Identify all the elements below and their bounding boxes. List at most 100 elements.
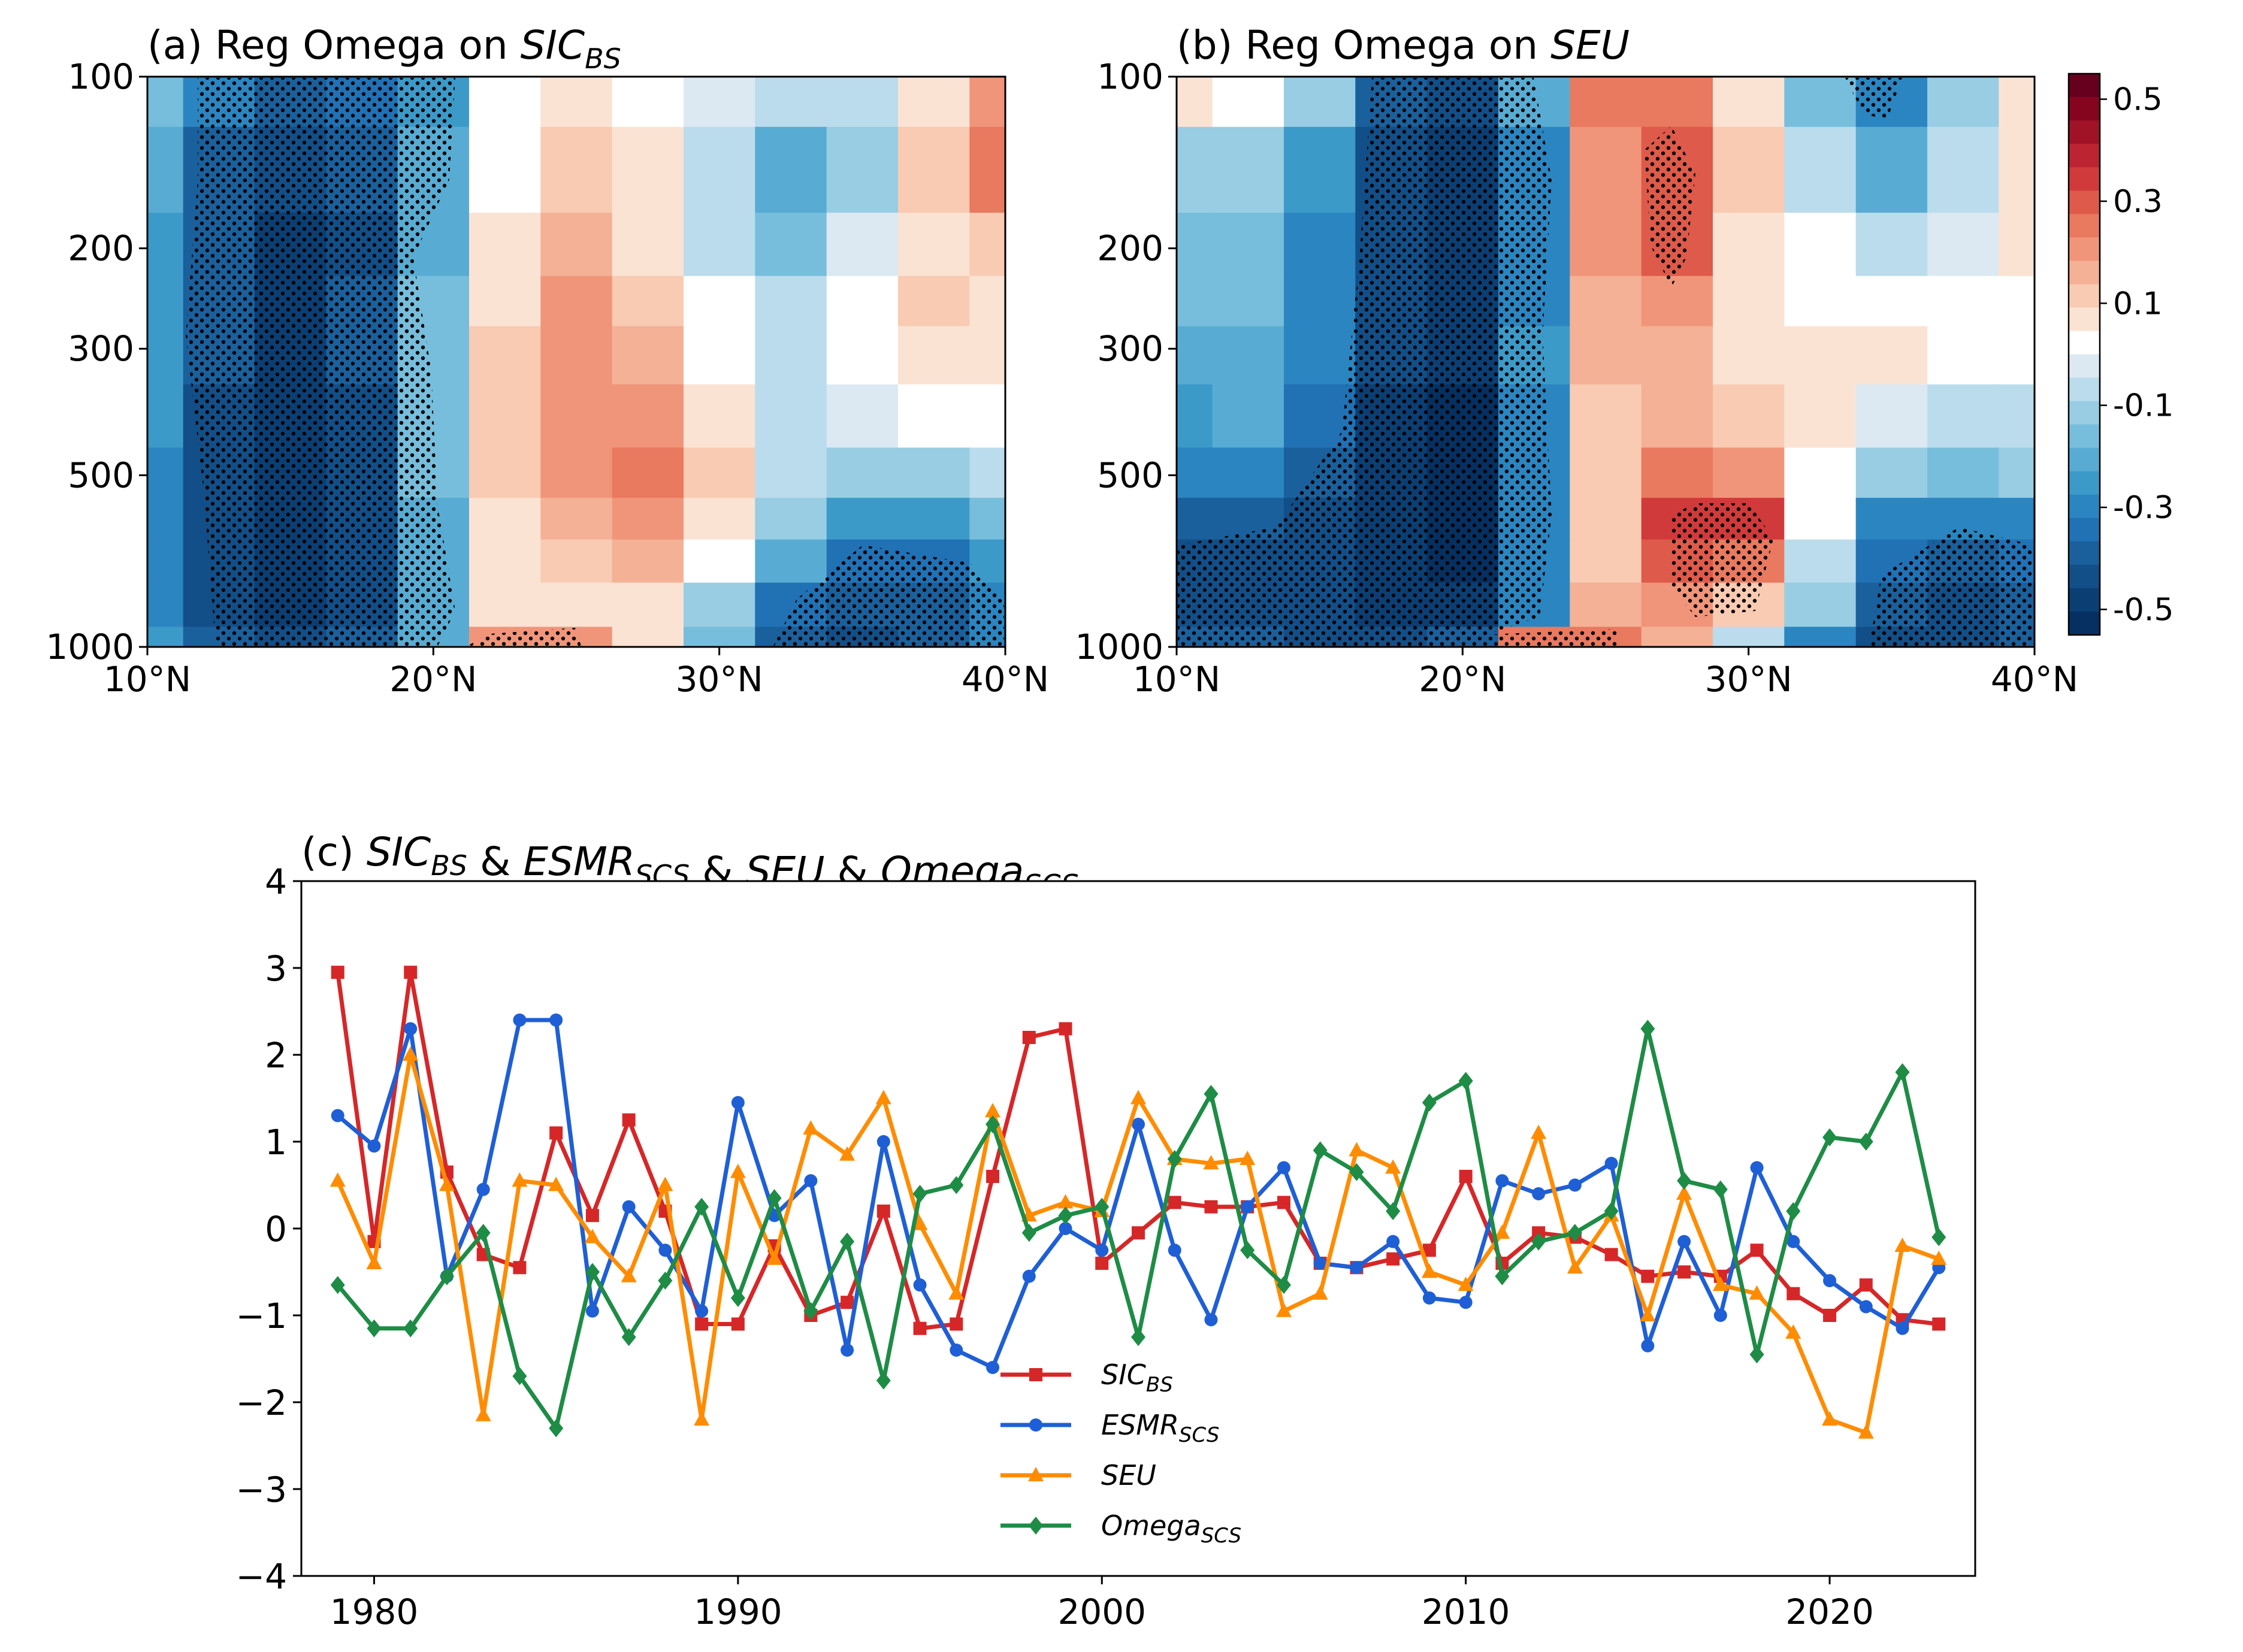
data-point-omega — [1167, 1150, 1182, 1168]
heat-cell — [1784, 326, 1857, 385]
heat-cell — [1713, 77, 1785, 128]
data-point-esmr — [1532, 1187, 1546, 1200]
data-point-omega — [1567, 1224, 1582, 1242]
heat-cell — [898, 326, 971, 385]
data-point-omega — [330, 1276, 345, 1294]
heat-cell — [1784, 582, 1857, 628]
data-point-sic — [1422, 1243, 1436, 1257]
colorbar-segment — [2069, 214, 2100, 238]
heat-cell — [1855, 498, 1928, 540]
data-point-esmr — [1277, 1161, 1290, 1175]
heat-cell — [1713, 276, 1785, 327]
x-tick-label: 1980 — [330, 1592, 419, 1632]
heat-cell — [1927, 447, 2000, 499]
heat-cell — [755, 384, 827, 449]
legend-label: ESMRSCS — [1101, 1409, 1219, 1447]
data-point-esmr — [513, 1013, 527, 1027]
heat-cell — [1784, 498, 1857, 540]
data-point-sic — [1277, 1196, 1290, 1209]
axes-frame-b — [1175, 75, 2036, 648]
data-point-sic — [1604, 1248, 1618, 1261]
data-point-esmr — [1168, 1243, 1181, 1257]
y-tick-label: 100 — [1097, 56, 1163, 97]
data-point-omega — [803, 1302, 818, 1320]
heat-cell — [969, 126, 1005, 214]
heat-cell — [684, 582, 756, 628]
data-point-omega — [1240, 1241, 1255, 1260]
legend-marker — [1029, 1368, 1042, 1381]
data-point-seu — [912, 1215, 928, 1230]
heat-cell — [147, 276, 184, 327]
data-point-omega — [1604, 1202, 1619, 1220]
data-point-omega — [1422, 1093, 1437, 1112]
legend-label: SEU — [1101, 1459, 1156, 1491]
colorbar-segment — [2069, 190, 2100, 214]
series-lines — [330, 966, 1947, 1439]
heat-cell — [469, 276, 542, 327]
data-point-seu — [1931, 1250, 1947, 1265]
colorbar-segment — [2069, 494, 2100, 519]
data-point-seu — [621, 1267, 637, 1282]
data-point-seu — [1240, 1151, 1256, 1165]
data-point-esmr — [1095, 1243, 1109, 1257]
y-tick-label: 1000 — [1075, 627, 1163, 667]
data-point-esmr — [1713, 1309, 1727, 1322]
heat-cell — [684, 627, 756, 647]
heat-cell — [1570, 539, 1642, 583]
heat-cell — [1177, 213, 1213, 277]
y-tick-label: 0 — [265, 1209, 287, 1249]
heat-cell — [1212, 384, 1284, 449]
data-point-esmr — [622, 1200, 636, 1214]
data-point-seu — [330, 1172, 346, 1187]
data-point-esmr — [549, 1013, 563, 1027]
data-point-seu — [1531, 1124, 1547, 1139]
data-point-omega — [1640, 1019, 1655, 1038]
panel-b: (b) Reg Omega on SEU 100 200 300 500 100010°… — [1075, 22, 2078, 700]
heat-cell — [826, 498, 899, 540]
colorbar-segment — [2069, 144, 2100, 168]
heat-cell — [1855, 326, 1928, 385]
heat-cell — [1999, 77, 2035, 128]
colorbar-segment — [2069, 564, 2100, 589]
heat-cell — [1784, 539, 1857, 583]
data-point-sic — [876, 1205, 890, 1218]
heat-cell — [1784, 447, 1857, 499]
colorbar-segment — [2069, 120, 2100, 144]
heat-cell — [826, 213, 899, 277]
heat-cell — [1855, 126, 1928, 214]
heat-cell — [1713, 384, 1785, 449]
legend-label: OmegaSCS — [1101, 1509, 1241, 1548]
data-point-omega — [549, 1419, 564, 1438]
y-tick-label: −2 — [236, 1382, 288, 1423]
heat-cell — [1177, 326, 1213, 385]
heat-cell — [969, 498, 1005, 540]
x-tick-label: 30°N — [676, 659, 763, 700]
data-point-esmr — [476, 1182, 490, 1196]
panel-b-title: (b) Reg Omega on SEU — [1177, 22, 1630, 68]
data-point-sic — [513, 1261, 527, 1275]
heat-cell — [469, 498, 542, 540]
data-point-seu — [1203, 1155, 1219, 1170]
data-point-esmr — [1350, 1261, 1364, 1275]
colorbar-tick-label: 0.1 — [2113, 286, 2163, 322]
heat-cell — [612, 213, 684, 277]
y-tick-label: −4 — [236, 1556, 288, 1597]
colorbar-segment — [2069, 74, 2100, 98]
heat-cell — [612, 77, 684, 128]
heat-cell — [1784, 77, 1857, 128]
colorbar-segment — [2069, 167, 2100, 191]
y-tick-label: 1 — [265, 1122, 287, 1163]
data-point-omega — [1131, 1328, 1145, 1347]
heat-cell — [612, 447, 684, 499]
heat-cell — [684, 498, 756, 540]
heat-cell — [898, 77, 971, 128]
panel-c: (c) SICBS & ESMRSCS & SEU & OmegaSCS 432… — [236, 829, 1976, 1632]
heat-cell — [969, 384, 1005, 449]
data-point-esmr — [1786, 1235, 1800, 1248]
heat-cell — [540, 498, 613, 540]
data-point-seu — [584, 1229, 600, 1243]
heat-cell — [898, 276, 971, 327]
heat-cell — [1927, 213, 2000, 277]
